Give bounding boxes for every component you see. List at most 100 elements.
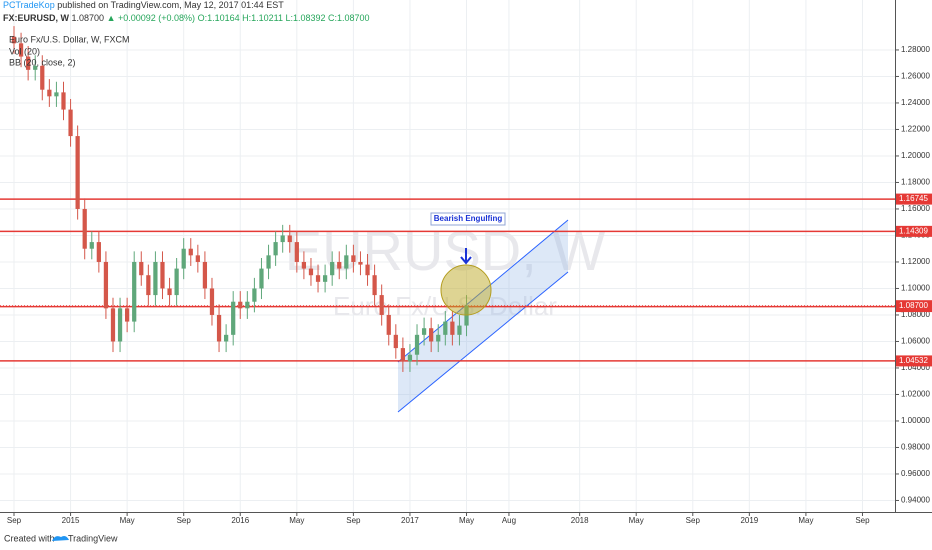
candle-body xyxy=(75,136,80,209)
footer-created: Created with xyxy=(4,533,55,543)
x-tick-label: Sep xyxy=(346,516,361,525)
candle-body xyxy=(386,314,391,335)
candle-body xyxy=(365,264,370,276)
candle-body xyxy=(160,261,165,289)
published: published on TradingView.com, May 12, 20… xyxy=(57,0,284,10)
candle-body xyxy=(287,235,292,243)
watermark: EURUSD, W xyxy=(285,219,606,282)
legend-item[interactable]: BB (20, close, 2) xyxy=(9,57,76,67)
candle-body xyxy=(33,65,38,70)
candle-body xyxy=(407,354,413,362)
x-tick-label: Sep xyxy=(686,516,701,525)
channel xyxy=(398,220,568,412)
y-tick-label: 1.28000 xyxy=(901,45,930,54)
candle-body xyxy=(18,43,24,57)
candle-body xyxy=(457,325,462,335)
candle-body xyxy=(344,255,349,269)
candle-body xyxy=(464,305,469,326)
y-tick-label: 1.04000 xyxy=(901,363,930,372)
candle-body xyxy=(231,301,236,335)
candle-body xyxy=(68,109,73,137)
candle-body xyxy=(188,248,193,256)
candle-body xyxy=(26,56,31,70)
candle-body xyxy=(414,334,420,355)
level-tag xyxy=(896,355,932,367)
y-tick-label: 1.10000 xyxy=(901,284,930,293)
candle-body xyxy=(223,334,229,342)
level-label: 1.14309 xyxy=(899,226,928,235)
candle-body xyxy=(146,275,151,296)
annotation: Bearish Engulfing xyxy=(434,214,503,223)
change: ▲ +0.00092 (+0.08%) xyxy=(107,13,195,23)
legend-item[interactable]: Vol (20) xyxy=(9,46,40,56)
candle-body xyxy=(238,301,243,309)
x-tick-label: Sep xyxy=(855,516,870,525)
channel-line xyxy=(397,271,569,413)
candle-body xyxy=(96,242,101,262)
x-tick-label: Aug xyxy=(502,516,516,525)
x-tick-label: May xyxy=(459,516,474,525)
candle-body xyxy=(252,288,257,302)
candle-body xyxy=(330,261,335,276)
annotation-box xyxy=(430,212,506,226)
candle-body xyxy=(117,308,123,342)
candle-body xyxy=(153,261,158,296)
candle-body xyxy=(11,36,17,44)
candle-body xyxy=(393,334,398,349)
y-tick-label: 1.26000 xyxy=(901,72,930,81)
candle-body xyxy=(379,295,384,315)
symbol-line: FX:EURUSD, W 1.08700 ▲ +0.00092 (+0.08%)… xyxy=(3,13,370,23)
x-tick-label: May xyxy=(120,516,135,525)
legend-item[interactable]: Euro Fx/U.S. Dollar, W, FXCM xyxy=(9,34,130,44)
x-tick-label: Sep xyxy=(7,516,22,525)
candle-body xyxy=(273,242,278,256)
candle-body xyxy=(54,92,59,97)
candle-body xyxy=(308,268,314,276)
candle-body xyxy=(181,248,186,269)
candle-body xyxy=(61,92,66,110)
candle-body xyxy=(167,288,172,296)
y-tick-label: 1.20000 xyxy=(901,151,930,160)
last-price-tag xyxy=(896,300,932,312)
header: PCTradeKop published on TradingView.com,… xyxy=(3,0,370,67)
candle-body xyxy=(450,321,455,335)
candle-body xyxy=(322,275,328,282)
candle-body xyxy=(245,301,250,309)
level-label: 1.16745 xyxy=(899,194,928,203)
candle-body xyxy=(202,261,208,289)
last: 1.08700 xyxy=(72,13,105,23)
y-tick-label: 1.02000 xyxy=(901,390,930,399)
candle-body xyxy=(259,268,264,289)
highlight-circle xyxy=(440,264,492,316)
y-tick-label: 1.22000 xyxy=(901,125,930,134)
y-tick-label: 1.08000 xyxy=(901,310,930,319)
candle-body xyxy=(132,261,137,322)
y-tick-label: 0.98000 xyxy=(901,443,930,452)
y-tick-label: 0.94000 xyxy=(901,496,930,505)
candle-body xyxy=(47,89,52,97)
x-tick-label: May xyxy=(629,516,644,525)
candle-body xyxy=(372,275,377,296)
y-tick-label: 1.00000 xyxy=(901,416,930,425)
ohlc: O:1.10164 H:1.10211 L:1.08392 C:1.08700 xyxy=(198,13,370,23)
x-tick-label: 2019 xyxy=(740,516,758,525)
y-tick-label: 1.24000 xyxy=(901,98,930,107)
candle-body xyxy=(110,308,116,342)
candle-body xyxy=(421,328,427,335)
candle-body xyxy=(280,235,285,243)
publisher[interactable]: PCTradeKop xyxy=(3,0,55,10)
y-tick-label: 1.18000 xyxy=(901,178,930,187)
level-tag xyxy=(896,193,932,205)
last-price-label: 1.08700 xyxy=(899,301,928,310)
candle-body xyxy=(216,314,222,342)
candle-body xyxy=(209,288,215,315)
y-tick-label: 1.06000 xyxy=(901,337,930,346)
candle-body xyxy=(125,308,130,322)
candle-body xyxy=(195,255,200,262)
candle-body xyxy=(358,261,363,265)
x-tick-label: 2018 xyxy=(571,516,589,525)
candle-body xyxy=(174,268,179,296)
x-tick-label: 2016 xyxy=(231,516,249,525)
footer-brand[interactable]: TradingView xyxy=(68,533,118,543)
